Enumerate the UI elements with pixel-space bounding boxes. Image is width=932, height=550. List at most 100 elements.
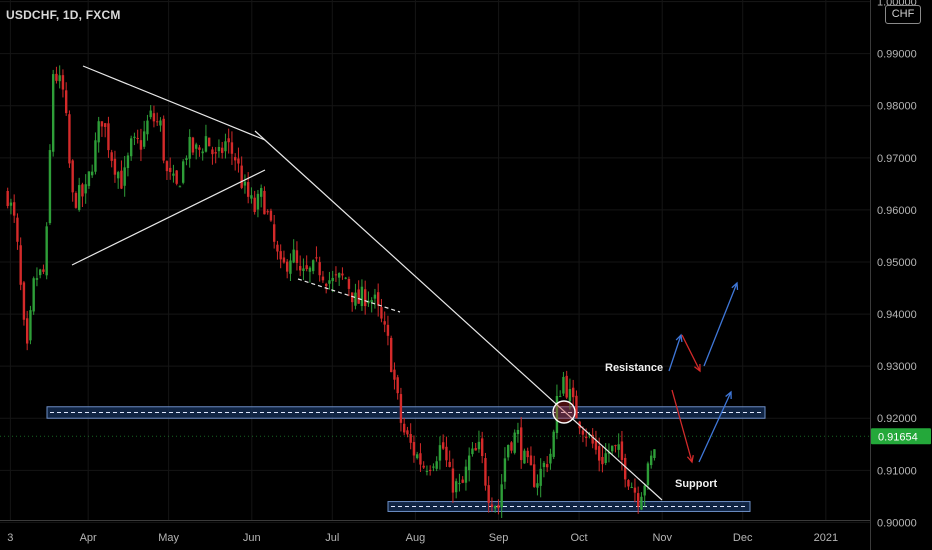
candle-body bbox=[477, 441, 481, 450]
candle-body bbox=[233, 157, 237, 161]
candle-body bbox=[230, 142, 234, 154]
candle-body bbox=[454, 481, 458, 493]
candle-body bbox=[84, 184, 87, 194]
candle-body bbox=[464, 466, 468, 483]
candle-body bbox=[516, 429, 520, 435]
candle-body bbox=[526, 450, 529, 458]
candle-body bbox=[614, 445, 617, 447]
candle-body bbox=[506, 445, 510, 458]
candle-body bbox=[321, 276, 325, 281]
candle-body bbox=[545, 464, 549, 468]
candle-body bbox=[285, 261, 289, 272]
candle-body bbox=[123, 167, 126, 186]
resistance-label: Resistance bbox=[605, 362, 663, 374]
candle-body bbox=[240, 165, 243, 188]
currency-badge[interactable]: CHF bbox=[885, 5, 921, 24]
candle-body bbox=[630, 486, 633, 488]
candle-body bbox=[45, 226, 48, 276]
candle-body bbox=[146, 120, 149, 135]
y-tick-label: 0.90000 bbox=[877, 517, 917, 529]
candle-body bbox=[331, 277, 334, 282]
candle-body bbox=[149, 110, 152, 118]
candle-body bbox=[542, 462, 546, 468]
candle-body bbox=[9, 202, 13, 206]
y-tick-label: 0.98000 bbox=[877, 101, 917, 113]
candle-body bbox=[201, 151, 204, 154]
candle-body bbox=[324, 283, 328, 287]
candle-body bbox=[142, 131, 146, 147]
candle-body bbox=[302, 268, 305, 271]
candle-body bbox=[357, 289, 360, 304]
candle-body bbox=[565, 375, 568, 398]
candle-body bbox=[594, 440, 598, 450]
candle-body bbox=[607, 452, 611, 454]
candle-body bbox=[90, 171, 94, 176]
candle-body bbox=[513, 432, 516, 453]
candle-body bbox=[19, 245, 22, 285]
candle-body bbox=[438, 445, 442, 461]
candle-body bbox=[100, 121, 104, 127]
candle-body bbox=[620, 441, 624, 460]
triangle-upper-line bbox=[82, 65, 266, 141]
candle-body bbox=[295, 250, 299, 263]
candle-body bbox=[266, 211, 269, 213]
candle-body bbox=[29, 310, 32, 341]
candle-body bbox=[558, 396, 562, 398]
candle-body bbox=[393, 369, 396, 380]
candle-body bbox=[441, 442, 445, 449]
candle-body bbox=[591, 434, 594, 444]
candle-body bbox=[103, 123, 107, 127]
symbol-title[interactable]: USDCHF, 1D, FXCM bbox=[6, 8, 121, 22]
last-price-label: 0.91654 bbox=[878, 431, 918, 443]
candle-body bbox=[350, 292, 354, 303]
candle-body bbox=[484, 458, 487, 486]
candle-body bbox=[601, 457, 604, 465]
candle-body bbox=[116, 172, 120, 179]
candle-body bbox=[282, 257, 286, 263]
y-tick-label: 0.92000 bbox=[877, 413, 917, 425]
candle-body bbox=[272, 224, 276, 242]
candle-body bbox=[305, 265, 308, 270]
candle-body bbox=[77, 185, 81, 211]
arrow-reject-resistance bbox=[681, 334, 701, 372]
candle-body bbox=[549, 453, 552, 464]
candle-body bbox=[64, 90, 68, 114]
candle-body bbox=[636, 493, 640, 507]
candle-body bbox=[471, 448, 474, 455]
candle-body bbox=[487, 485, 490, 503]
candle-body bbox=[360, 286, 364, 307]
candle-body bbox=[38, 269, 42, 276]
candle-body bbox=[532, 464, 536, 487]
candle-body bbox=[571, 387, 575, 398]
candle-body bbox=[120, 170, 123, 189]
candle-body bbox=[289, 260, 292, 274]
candle-body bbox=[107, 123, 110, 151]
candle-body bbox=[6, 190, 9, 206]
triangle-lower-line bbox=[71, 169, 266, 266]
candle-body bbox=[370, 300, 373, 303]
candle-body bbox=[510, 442, 513, 451]
candle-body bbox=[500, 484, 503, 508]
candle-body bbox=[315, 257, 318, 259]
candle-body bbox=[237, 158, 240, 164]
candle-body bbox=[198, 147, 201, 150]
candle-body bbox=[435, 461, 438, 469]
candle-body bbox=[243, 181, 247, 186]
candle-body bbox=[425, 470, 429, 472]
candle-body bbox=[467, 455, 471, 471]
candle-body bbox=[97, 121, 100, 143]
candle-body bbox=[159, 120, 162, 126]
x-tick-label: Apr bbox=[80, 532, 97, 544]
x-tick-label: 3 bbox=[7, 532, 13, 544]
candle-body bbox=[178, 186, 182, 188]
candle-body bbox=[445, 446, 448, 461]
candle-body bbox=[181, 161, 185, 183]
candle-body bbox=[396, 377, 399, 394]
candle-body bbox=[94, 140, 97, 172]
candle-body bbox=[627, 480, 630, 487]
candle-body bbox=[623, 457, 627, 480]
x-tick-label: Sep bbox=[489, 532, 509, 544]
arrow-up-to-resistance bbox=[668, 334, 682, 372]
